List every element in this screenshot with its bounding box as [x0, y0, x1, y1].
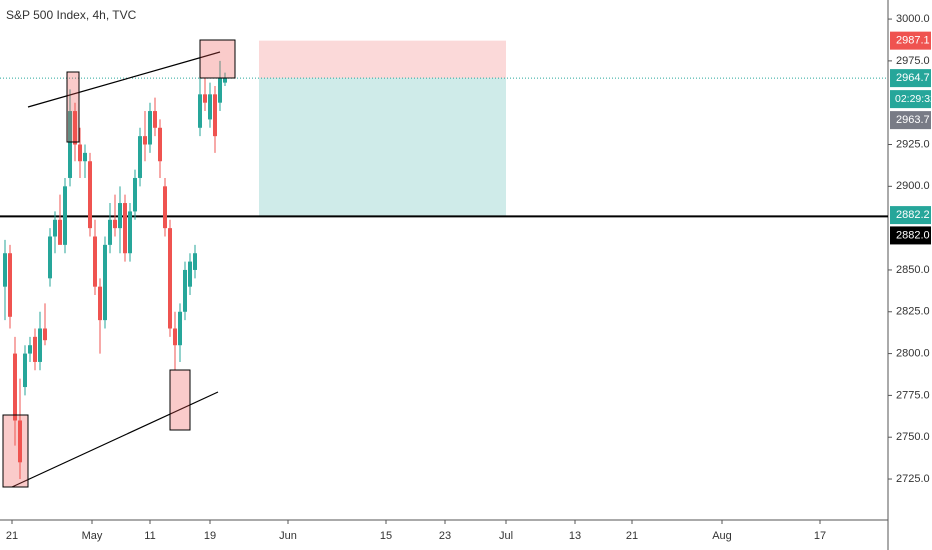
x-tick-label: 21	[6, 530, 18, 542]
candle-body	[128, 211, 132, 254]
candle-body	[173, 328, 177, 346]
candle-body	[203, 94, 207, 103]
candle-body	[178, 311, 182, 346]
price-label: 2964.7	[896, 72, 930, 84]
candle-body	[208, 94, 212, 120]
highlight-box	[2, 414, 29, 488]
highlight-box	[66, 71, 80, 143]
countdown-bg	[890, 90, 931, 109]
candle-body	[108, 219, 112, 245]
candle-body	[88, 161, 92, 229]
y-tick-label: 3000.0	[896, 13, 930, 25]
candle-body	[193, 253, 197, 270]
candle-body	[98, 286, 102, 321]
candle-body	[43, 328, 47, 341]
candle-body	[28, 345, 32, 354]
x-tick-label: 23	[439, 530, 451, 542]
candle-body	[143, 136, 147, 145]
y-tick-label: 2800.0	[896, 347, 930, 359]
countdown: 02:29:32	[895, 93, 932, 105]
candle-body	[198, 94, 202, 128]
price-label: 2882.2	[896, 209, 930, 221]
price-label-bg	[890, 206, 931, 225]
price-label-bg	[890, 111, 931, 130]
y-tick-label: 2975.0	[896, 55, 930, 67]
candle-body	[168, 228, 172, 329]
highlight-box	[199, 39, 236, 79]
price-label-bg	[890, 226, 931, 245]
price-label: 2882.0	[896, 229, 930, 241]
candle-body	[38, 328, 42, 362]
candle-body	[48, 236, 52, 279]
marks	[3, 60, 227, 480]
candle-body	[163, 186, 167, 229]
price-label: 2987.1	[896, 35, 930, 47]
x-tick-label: 21	[626, 530, 638, 542]
y-tick-label: 2850.0	[896, 264, 930, 276]
x-tick-label: May	[82, 530, 103, 542]
candle-body	[223, 78, 227, 83]
candle-body	[33, 336, 37, 362]
target-zone	[259, 78, 506, 217]
x-tick-label: Aug	[712, 530, 732, 542]
y-tick-label: 2775.0	[896, 389, 930, 401]
candle-body	[153, 111, 157, 128]
x-tick-label: 13	[569, 530, 581, 542]
price-label-bg	[890, 69, 931, 88]
y-tick-label: 2825.0	[896, 306, 930, 318]
candle-body	[138, 136, 142, 178]
x-tick-label: 19	[204, 530, 216, 542]
candle-body	[63, 186, 67, 245]
candle-body	[23, 353, 27, 388]
candle-body	[73, 111, 77, 145]
trend-line	[27, 51, 221, 108]
candle-body	[83, 152, 87, 162]
candle-body	[93, 236, 97, 287]
candle-body	[123, 203, 127, 254]
x-tick-label: 11	[144, 530, 155, 542]
trend-line	[11, 391, 219, 488]
candle-body	[8, 253, 12, 317]
x-tick-label: Jun	[279, 530, 297, 542]
y-tick-label: 2750.0	[896, 431, 930, 443]
candle-body	[218, 77, 222, 103]
y-tick-label: 2725.0	[896, 473, 930, 485]
candle-body	[58, 219, 62, 245]
candle-body	[78, 144, 82, 162]
candle-body	[183, 269, 187, 312]
candle-body	[158, 127, 162, 162]
candle-body	[118, 203, 122, 229]
candle-body	[53, 219, 57, 237]
highlight-box	[169, 369, 191, 431]
price-label-bg	[890, 31, 931, 50]
candle-body	[148, 111, 152, 145]
x-tick-label: Jul	[499, 530, 513, 542]
chart-title: S&P 500 Index, 4h, TVC	[6, 8, 137, 22]
overlay	[2, 39, 236, 488]
candle-body	[103, 244, 107, 321]
candle-body	[18, 420, 22, 463]
drawings	[0, 40, 888, 218]
price-label: 2963.7	[896, 114, 930, 126]
candle-body	[13, 353, 17, 421]
stop-zone	[259, 40, 506, 79]
y-tick-label: 2900.0	[896, 180, 930, 192]
candle-body	[3, 253, 7, 287]
x-tick-label: 17	[814, 530, 826, 542]
y-tick-label: 2925.0	[896, 138, 930, 150]
candle-body	[113, 219, 117, 229]
x-tick-label: 15	[380, 530, 392, 542]
candle-body	[188, 261, 192, 287]
candle-body	[133, 177, 137, 212]
candle-body	[68, 111, 72, 178]
candle-body	[213, 94, 217, 137]
